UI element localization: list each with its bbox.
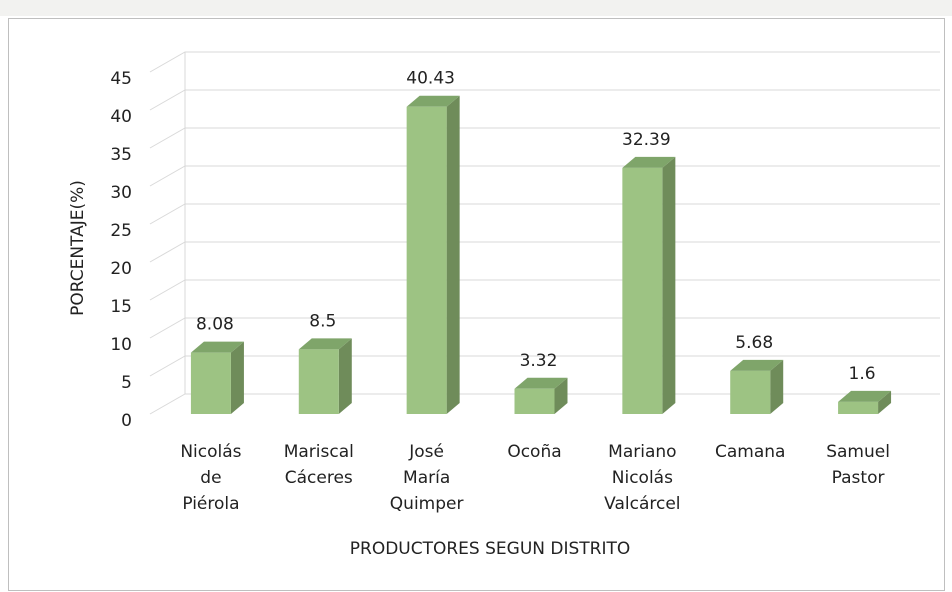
grid-line <box>149 355 940 377</box>
x-tick-label: Samuel Pastor <box>826 442 890 488</box>
bar <box>190 341 244 414</box>
bar <box>514 377 568 414</box>
grid-line <box>149 165 940 187</box>
value-label: 40.43 <box>406 69 455 89</box>
x-tick-label: Ocoña <box>507 442 561 462</box>
y-tick-label: 5 <box>121 373 132 393</box>
y-tick-label: 40 <box>110 107 132 127</box>
bar-front <box>298 349 339 414</box>
bar-top <box>190 341 244 353</box>
bar-front <box>838 401 879 414</box>
value-label: 5.68 <box>735 333 773 353</box>
value-label: 8.08 <box>196 315 234 335</box>
value-label: 8.5 <box>309 311 336 331</box>
grid-line <box>149 203 940 225</box>
grid-line <box>149 393 940 415</box>
bar <box>838 390 892 414</box>
bar <box>406 95 460 415</box>
bar-top <box>622 156 676 168</box>
grid-line <box>149 89 940 111</box>
bar-side <box>338 338 352 414</box>
bar-side <box>230 341 244 414</box>
grid-line <box>149 127 940 149</box>
bar-top <box>730 359 784 371</box>
bar <box>730 359 784 414</box>
bar-side <box>446 95 460 415</box>
value-label: 1.6 <box>849 364 876 384</box>
bar-side <box>878 390 892 414</box>
grid-line <box>149 317 940 339</box>
y-tick-label: 15 <box>110 297 132 317</box>
y-tick-label: 10 <box>110 335 132 355</box>
y-tick-label: 0 <box>121 411 132 431</box>
x-axis-title: PRODUCTORES SEGUN DISTRITO <box>350 539 631 559</box>
grid-line <box>149 279 940 301</box>
background-band <box>0 0 952 16</box>
x-tick-label: Mariscal Cáceres <box>284 442 354 488</box>
bar-front <box>622 167 663 414</box>
bar-side <box>554 377 568 414</box>
chart-frame <box>8 18 945 591</box>
bar-side <box>770 359 784 414</box>
grid-line <box>149 241 940 263</box>
bar <box>298 338 352 414</box>
bar-top <box>406 95 460 107</box>
y-tick-label: 30 <box>110 183 132 203</box>
x-tick-label: José María Quimper <box>390 442 464 514</box>
bar-front <box>406 106 447 415</box>
y-tick-label: 25 <box>110 221 132 241</box>
bar-top <box>298 338 352 350</box>
bar-front <box>190 352 231 414</box>
grid-line <box>149 51 940 73</box>
bar-top <box>838 390 892 402</box>
bar-front <box>730 370 771 414</box>
bar-top <box>514 377 568 389</box>
bar <box>622 156 676 414</box>
x-tick-label: Mariano Nicolás Valcárcel <box>604 442 680 514</box>
x-tick-label: Camana <box>715 442 785 462</box>
y-tick-label: 45 <box>110 69 132 89</box>
y-axis-title: PORCENTAJE(%) <box>68 180 88 316</box>
bar-side <box>662 156 676 414</box>
value-label: 32.39 <box>622 130 671 150</box>
y-tick-label: 35 <box>110 145 132 165</box>
y-tick-label: 20 <box>110 259 132 279</box>
value-label: 3.32 <box>520 351 558 371</box>
x-tick-label: Nicolás de Piérola <box>180 442 241 514</box>
bar-front <box>514 388 555 414</box>
